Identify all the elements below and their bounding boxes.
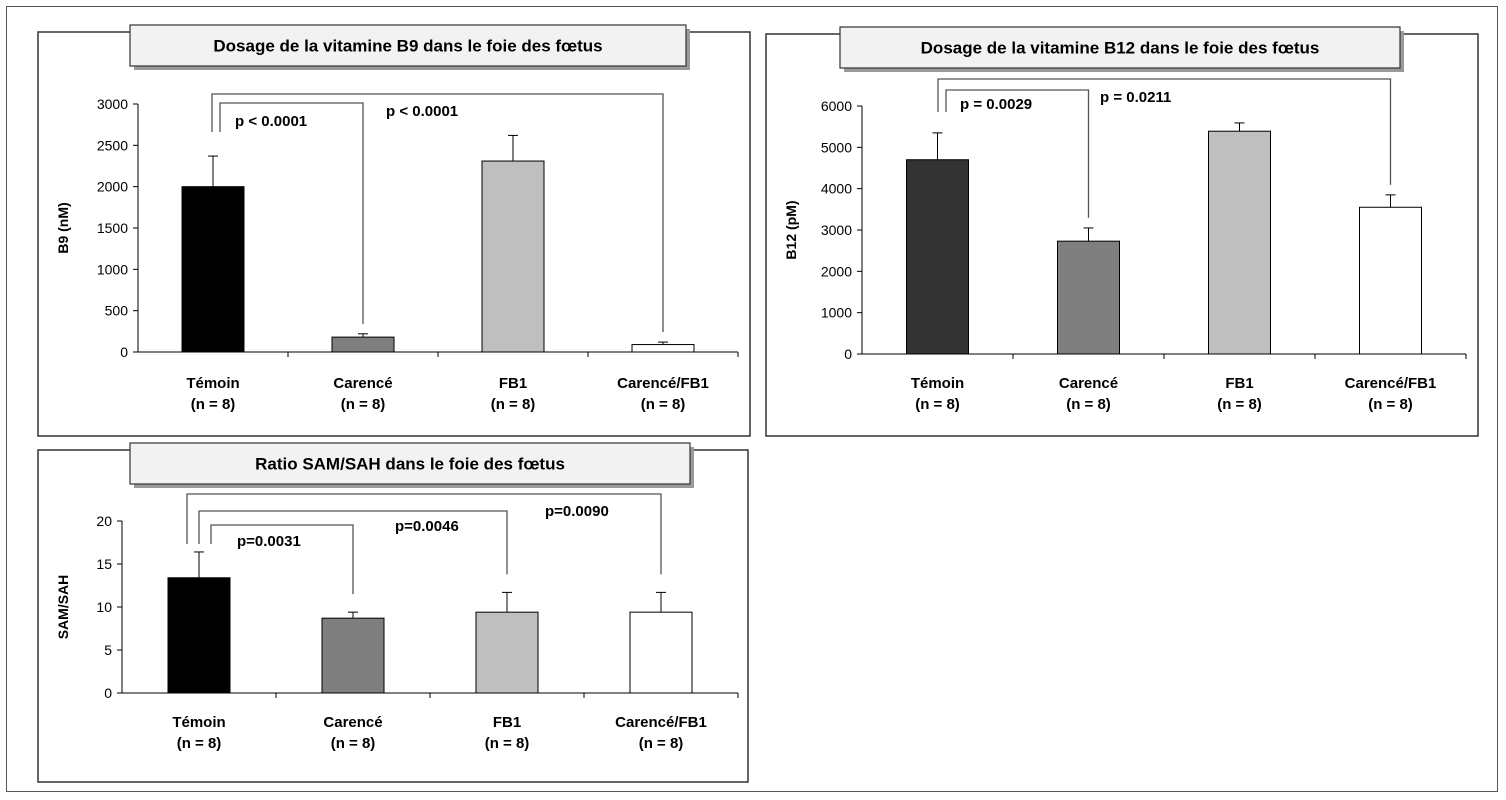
sam-n-label: (n = 8)	[639, 735, 684, 752]
b9-sig-bracket	[219, 102, 364, 324]
sam-sig-bracket	[210, 524, 354, 595]
b12-y-tick-label: 3000	[821, 222, 852, 238]
b12-chart: Dosage de la vitamine B12 dans le foie d…	[765, 26, 1479, 437]
b12-y-tick-label: 2000	[821, 263, 852, 279]
b9-y-tick-label: 0	[120, 344, 128, 360]
b9-n-label: (n = 8)	[341, 396, 386, 413]
b12-category-label: Carencé	[1059, 375, 1118, 392]
sam-bar	[475, 611, 539, 694]
sam-y-tick-label: 15	[96, 556, 112, 572]
b12-n-label: (n = 8)	[915, 396, 960, 413]
b9-n-label: (n = 8)	[191, 396, 236, 413]
sam-sig-bracket	[198, 510, 508, 575]
b9-bar	[481, 160, 545, 353]
b9-category-label: Carencé	[333, 375, 392, 392]
b12-bar	[1208, 130, 1271, 355]
b9-y-tick-label: 3000	[97, 96, 128, 112]
b12-category-label: FB1	[1225, 375, 1253, 392]
sam-category-label: FB1	[493, 714, 521, 731]
b9-chart: Dosage de la vitamine B9 dans le foie de…	[37, 24, 751, 437]
b9-n-label: (n = 8)	[641, 396, 686, 413]
b12-sig-bracket	[937, 78, 1392, 185]
b9-y-tick-label: 1000	[97, 261, 128, 277]
sam-title-box	[129, 442, 691, 485]
sam-p-value: p=0.0046	[395, 518, 459, 535]
b12-p-value: p = 0.0029	[960, 96, 1032, 113]
b12-n-label: (n = 8)	[1066, 396, 1111, 413]
b9-title: Dosage de la vitamine B9 dans le foie de…	[213, 37, 602, 56]
sam-y-tick-label: 0	[104, 685, 112, 701]
b12-bar	[906, 159, 969, 355]
b9-category-label: Carencé/FB1	[617, 375, 709, 392]
b9-panel	[37, 31, 751, 437]
sam-bar	[167, 577, 231, 694]
sam-chart: Ratio SAM/SAH dans le foie des fœtus 0 5 10…	[37, 442, 749, 783]
sam-n-label: (n = 8)	[485, 735, 530, 752]
sam-bar	[629, 611, 693, 694]
b9-bar	[631, 344, 695, 353]
b9-y-tick-label: 2500	[97, 137, 128, 153]
b12-y-tick-label: 1000	[821, 305, 852, 321]
sam-y-label: SAM/SAH	[55, 575, 71, 640]
sam-title: Ratio SAM/SAH dans le foie des fœtus	[255, 455, 565, 474]
b9-title-box	[129, 24, 687, 67]
b12-category-label: Carencé/FB1	[1345, 375, 1437, 392]
b12-y-label: B12 (pM)	[783, 200, 799, 259]
b9-category-label: Témoin	[186, 375, 239, 392]
b9-y-tick-label: 500	[105, 303, 129, 319]
b12-y-tick-label: 6000	[821, 98, 852, 114]
b12-p-value: p = 0.0211	[1100, 89, 1171, 106]
sam-bar	[321, 617, 385, 694]
b12-n-label: (n = 8)	[1217, 396, 1262, 413]
b12-title: Dosage de la vitamine B12 dans le foie d…	[921, 39, 1320, 58]
b9-y-tick-label: 1500	[97, 220, 128, 236]
sam-n-label: (n = 8)	[331, 735, 376, 752]
sam-p-value: p=0.0031	[237, 533, 301, 550]
sam-y-tick-label: 5	[104, 642, 112, 658]
b12-y-tick-label: 5000	[821, 139, 852, 155]
sam-sig-bracket	[186, 493, 662, 575]
b9-sig-bracket	[211, 93, 664, 333]
sam-n-label: (n = 8)	[177, 735, 222, 752]
b12-bar	[1359, 206, 1422, 355]
b12-bar	[1057, 240, 1120, 355]
b12-sig-bracket	[945, 89, 1090, 218]
b9-p-value: p < 0.0001	[235, 113, 307, 130]
b9-y-label: B9 (nM)	[55, 202, 71, 253]
sam-p-value: p=0.0090	[545, 503, 609, 520]
sam-category-label: Témoin	[172, 714, 225, 731]
b12-y-tick-label: 4000	[821, 181, 852, 197]
b9-bar	[181, 186, 245, 353]
b12-n-label: (n = 8)	[1368, 396, 1413, 413]
sam-category-label: Carencé/FB1	[615, 714, 707, 731]
b12-category-label: Témoin	[911, 375, 964, 392]
b9-n-label: (n = 8)	[491, 396, 536, 413]
b12-y-tick-label: 0	[844, 346, 852, 362]
sam-category-label: Carencé	[323, 714, 382, 731]
b9-category-label: FB1	[499, 375, 527, 392]
b9-p-value: p < 0.0001	[386, 103, 458, 120]
sam-y-tick-label: 20	[96, 513, 112, 529]
b12-title-box	[839, 26, 1401, 69]
sam-y-tick-label: 10	[96, 599, 112, 615]
b9-bar	[331, 336, 395, 353]
b9-y-tick-label: 2000	[97, 179, 128, 195]
